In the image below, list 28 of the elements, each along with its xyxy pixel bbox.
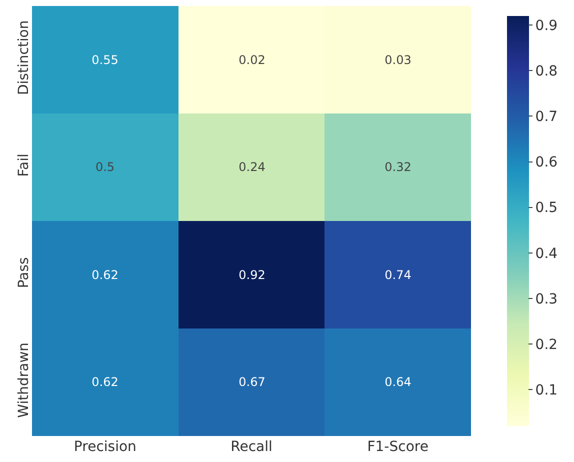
y-tick-label: Pass [16,257,32,288]
color-bar-label: 0.2 [535,336,558,353]
x-tick-label: F1-Score [367,439,428,455]
color-bar-label: 0.5 [535,200,558,216]
x-tick-label: Recall [230,439,272,455]
data-label: 0.62 [92,268,118,282]
y-tick-label: Distinction [16,20,32,96]
data-label: 0.32 [384,160,412,174]
y-tick-label: Withdrawn [16,342,32,418]
data-label: 0.62 [92,375,118,390]
data-label: 0.02 [238,53,266,68]
y-tick-label: Fail [16,154,32,177]
data-label: 0.67 [238,375,266,390]
color-bar-label: 0.4 [535,246,558,262]
data-label: 0.92 [238,268,266,282]
x-tick-label: Precision [74,439,136,455]
color-bar-label: 0.8 [535,64,558,80]
color-bar-label: 0.6 [535,154,558,171]
data-label: 0.64 [384,375,412,390]
data-label: 0.03 [384,53,412,68]
color-bar-label: 0.1 [535,382,558,398]
data-label: 0.5 [95,160,115,174]
color-bar-label: 0.3 [535,291,558,308]
color-bar-label: 0.9 [535,18,558,34]
data-label: 0.74 [384,268,412,282]
data-label: 0.24 [238,160,266,174]
data-label: 0.55 [92,53,118,68]
color-bar-label: 0.7 [535,109,558,126]
